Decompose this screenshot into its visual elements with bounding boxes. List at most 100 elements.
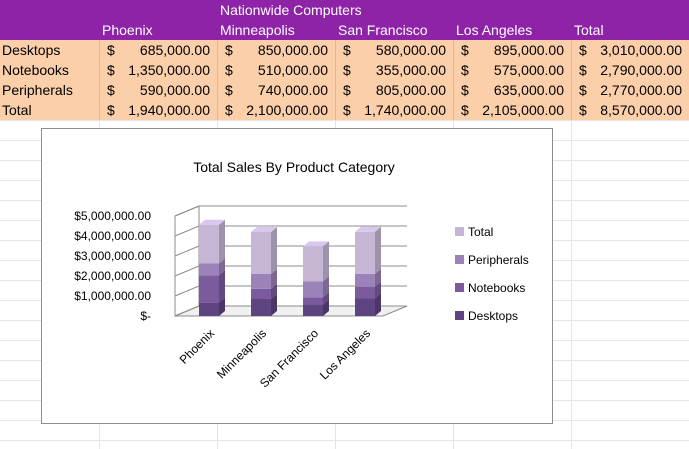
bar-side <box>219 270 225 303</box>
legend-label: Notebooks <box>468 281 525 295</box>
row-label-total[interactable]: Total <box>2 102 32 118</box>
cell-notebooks-los-angeles[interactable]: 575,000.00 <box>493 62 564 78</box>
bar-segment <box>303 292 329 305</box>
header-phoenix[interactable]: Phoenix <box>102 22 153 38</box>
currency-symbol: $ <box>579 62 587 78</box>
currency-symbol: $ <box>461 42 469 58</box>
bar-segment <box>355 268 381 287</box>
currency-symbol: $ <box>107 42 115 58</box>
cell-peripherals-minneapolis[interactable]: 740,000.00 <box>257 82 328 98</box>
bar-front <box>251 288 271 299</box>
bar-segment <box>355 281 381 299</box>
column-divider <box>99 80 100 100</box>
currency-symbol: $ <box>107 82 115 98</box>
bar-side <box>375 281 381 299</box>
column-divider <box>453 80 454 100</box>
bar-front <box>355 286 375 299</box>
legend-label: Peripherals <box>468 253 529 267</box>
column-divider <box>453 100 454 120</box>
bar-segment <box>251 227 277 274</box>
currency-symbol: $ <box>343 102 351 118</box>
column-divider <box>571 100 572 120</box>
bar-segment <box>303 276 329 298</box>
cell-notebooks-san-francisco[interactable]: 355,000.00 <box>375 62 446 78</box>
column-divider <box>571 80 572 100</box>
cell-notebooks-minneapolis[interactable]: 510,000.00 <box>257 62 328 78</box>
cell-total-los-angeles[interactable]: 2,105,000.00 <box>482 102 564 118</box>
bar-side <box>271 227 277 274</box>
column-divider <box>335 40 336 60</box>
column-divider <box>99 100 100 120</box>
bar-side <box>219 219 225 264</box>
header-san-francisco[interactable]: San Francisco <box>338 22 428 38</box>
bar-top <box>251 227 277 232</box>
cell-peripherals-san-francisco[interactable]: 805,000.00 <box>375 82 446 98</box>
bar-segment <box>303 299 329 316</box>
y-tick-label: $2,000,000.00 <box>74 269 151 283</box>
row-label-desktops[interactable]: Desktops <box>2 42 61 58</box>
currency-symbol: $ <box>343 42 351 58</box>
bar-front <box>199 224 219 264</box>
cell-notebooks-phoenix[interactable]: 1,350,000.00 <box>128 62 210 78</box>
legend-swatch <box>455 227 464 236</box>
x-tick-label: Phoenix <box>177 326 218 367</box>
bar-front <box>355 273 375 287</box>
bar-top <box>303 241 329 247</box>
bar-segment <box>199 270 225 303</box>
header-minneapolis[interactable]: Minneapolis <box>220 22 295 38</box>
bar-segment <box>251 294 277 316</box>
currency-symbol: $ <box>225 82 233 98</box>
cell-desktops-los-angeles[interactable]: 895,000.00 <box>493 42 564 58</box>
currency-symbol: $ <box>579 82 587 98</box>
column-divider <box>335 80 336 100</box>
cell-peripherals-total[interactable]: 2,770,000.00 <box>600 82 682 98</box>
bar-side <box>271 283 277 299</box>
bar-front <box>355 298 375 316</box>
sales-chart[interactable]: Total Sales By Product Category $- $1,000,… <box>41 128 553 424</box>
cell-desktops-phoenix[interactable]: 685,000.00 <box>139 42 210 58</box>
column-divider <box>335 100 336 120</box>
cell-total-san-francisco[interactable]: 1,740,000.00 <box>364 102 446 118</box>
currency-symbol: $ <box>225 62 233 78</box>
cell-total-phoenix[interactable]: 1,940,000.00 <box>128 102 210 118</box>
row-total: Total $1,940,000.00 $2,100,000.00 $1,740,00… <box>0 100 689 120</box>
cell-peripherals-phoenix[interactable]: 590,000.00 <box>139 82 210 98</box>
row-notebooks: Notebooks $1,350,000.00 $510,000.00 $355,00… <box>0 60 689 80</box>
cell-peripherals-los-angeles[interactable]: 635,000.00 <box>493 82 564 98</box>
currency-symbol: $ <box>579 42 587 58</box>
cell-total-total[interactable]: 8,570,000.00 <box>600 102 682 118</box>
chart-title: Total Sales By Product Category <box>193 159 395 175</box>
bar-segment <box>199 258 225 276</box>
cell-desktops-total[interactable]: 3,010,000.00 <box>600 42 682 58</box>
bar-segment <box>199 297 225 316</box>
bar-front <box>199 275 219 303</box>
bar-front <box>303 297 323 305</box>
chart-canvas: Total Sales By Product Category $- $1,000,… <box>74 159 529 390</box>
currency-symbol: $ <box>579 102 587 118</box>
bar-top <box>199 219 225 225</box>
bar-side <box>219 258 225 276</box>
header-total[interactable]: Total <box>574 22 604 38</box>
y-tick-label: $4,000,000.00 <box>74 229 151 243</box>
currency-symbol: $ <box>107 102 115 118</box>
cell-total-minneapolis[interactable]: 2,100,000.00 <box>246 102 328 118</box>
row-label-notebooks[interactable]: Notebooks <box>2 62 69 78</box>
bar-side <box>271 294 277 316</box>
legend-swatch <box>455 255 464 264</box>
bar-side <box>323 292 329 305</box>
bar-side <box>271 269 277 289</box>
column-divider <box>217 60 218 80</box>
row-label-peripherals[interactable]: Peripherals <box>2 82 73 98</box>
sheet-title[interactable]: Nationwide Computers <box>220 2 362 18</box>
cell-desktops-san-francisco[interactable]: 580,000.00 <box>375 42 446 58</box>
currency-symbol: $ <box>343 62 351 78</box>
bar-side <box>375 268 381 287</box>
x-tick-label: Los Angeles <box>317 326 373 382</box>
cell-notebooks-total[interactable]: 2,790,000.00 <box>600 62 682 78</box>
bar-side <box>323 276 329 298</box>
y-tick-label: $1,000,000.00 <box>74 289 151 303</box>
y-tick-label: $5,000,000.00 <box>74 209 151 223</box>
header-los-angeles[interactable]: Los Angeles <box>456 22 533 38</box>
legend-swatch <box>455 311 464 320</box>
cell-desktops-minneapolis[interactable]: 850,000.00 <box>257 42 328 58</box>
